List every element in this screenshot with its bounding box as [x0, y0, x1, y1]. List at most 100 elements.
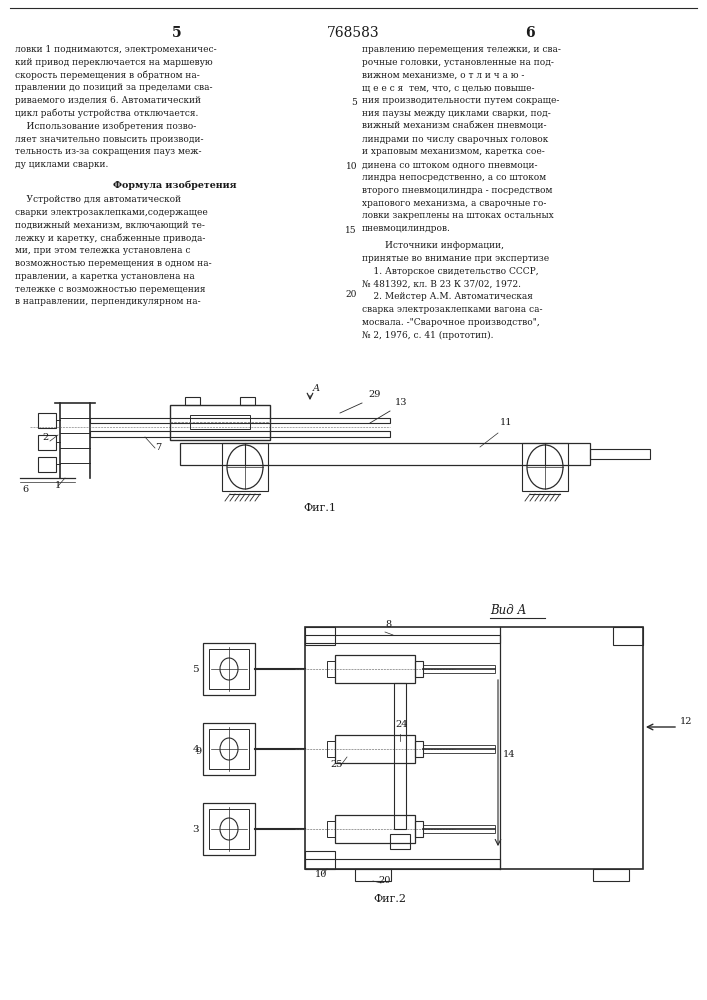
- Text: 2. Мейстер А.М. Автоматическая: 2. Мейстер А.М. Автоматическая: [362, 292, 533, 301]
- Text: рочные головки, установленные на под-: рочные головки, установленные на под-: [362, 58, 554, 67]
- Bar: [335, 815, 415, 843]
- Text: 25: 25: [330, 760, 342, 769]
- Bar: [209, 729, 249, 769]
- Text: храпового механизма, а сварочные го-: храпового механизма, а сварочные го-: [362, 199, 547, 208]
- Bar: [327, 741, 335, 757]
- Text: мосвала. -"Сварочное производство",: мосвала. -"Сварочное производство",: [362, 318, 539, 327]
- Text: 2: 2: [42, 433, 48, 442]
- Text: Формула изобретения: Формула изобретения: [113, 181, 237, 190]
- Text: второго пневмоцилиндра - посредством: второго пневмоцилиндра - посредством: [362, 186, 552, 195]
- Text: ду циклами сварки.: ду циклами сварки.: [15, 160, 108, 169]
- Text: Устройство для автоматической: Устройство для автоматической: [15, 195, 181, 204]
- Bar: [390, 834, 410, 849]
- Text: цикл работы устройства отключается.: цикл работы устройства отключается.: [15, 109, 199, 118]
- Text: 3: 3: [192, 824, 199, 834]
- Bar: [190, 415, 250, 429]
- Bar: [305, 627, 643, 869]
- Text: 11: 11: [500, 418, 513, 427]
- Text: Использование изобретения позво-: Использование изобретения позво-: [15, 122, 197, 131]
- Text: правлении, а каретка установлена на: правлении, а каретка установлена на: [15, 272, 194, 281]
- Text: линдра непосредственно, а со штоком: линдра непосредственно, а со штоком: [362, 173, 546, 182]
- Bar: [394, 683, 406, 829]
- Text: ния паузы между циклами сварки, под-: ния паузы между циклами сварки, под-: [362, 109, 551, 118]
- Bar: [423, 825, 495, 833]
- Text: Источники информации,: Источники информации,: [362, 241, 504, 250]
- Text: лежку и каретку, снабженные привода-: лежку и каретку, снабженные привода-: [15, 233, 205, 243]
- Text: 5: 5: [173, 26, 182, 40]
- Text: вижный механизм снабжен пневмоци-: вижный механизм снабжен пневмоци-: [362, 122, 547, 131]
- Text: 20: 20: [378, 876, 390, 885]
- Text: № 481392, кл. В 23 К 37/02, 1972.: № 481392, кл. В 23 К 37/02, 1972.: [362, 279, 521, 288]
- Text: щ е е с я  тем, что, с целью повыше-: щ е е с я тем, что, с целью повыше-: [362, 83, 534, 92]
- Text: 9: 9: [195, 747, 201, 756]
- Text: Фиг.1: Фиг.1: [303, 503, 337, 513]
- Bar: [415, 821, 423, 837]
- Text: 20: 20: [346, 290, 357, 299]
- Text: кий привод переключается на маршевую: кий привод переключается на маршевую: [15, 58, 213, 67]
- Text: 8: 8: [385, 620, 391, 629]
- Bar: [203, 723, 255, 775]
- Bar: [185, 397, 200, 405]
- Text: № 2, 1976, с. 41 (прототип).: № 2, 1976, с. 41 (прототип).: [362, 331, 493, 340]
- Text: сварки электрозаклепками,содержащее: сварки электрозаклепками,содержащее: [15, 208, 208, 217]
- Bar: [203, 643, 255, 695]
- Text: 4: 4: [192, 744, 199, 754]
- Text: скорость перемещения в обратном на-: скорость перемещения в обратном на-: [15, 71, 200, 80]
- Bar: [593, 869, 629, 881]
- Text: подвижный механизм, включающий те-: подвижный механизм, включающий те-: [15, 221, 205, 230]
- Text: 24: 24: [395, 720, 407, 729]
- Text: 10: 10: [315, 870, 327, 879]
- Text: сварка электрозаклепками вагона са-: сварка электрозаклепками вагона са-: [362, 305, 542, 314]
- Bar: [38, 457, 56, 472]
- Text: ния производительности путем сокраще-: ния производительности путем сокраще-: [362, 96, 559, 105]
- Bar: [209, 809, 249, 849]
- Bar: [305, 635, 500, 643]
- Text: тележке с возможностью перемещения: тележке с возможностью перемещения: [15, 285, 206, 294]
- Bar: [180, 443, 590, 465]
- Bar: [423, 665, 495, 673]
- Bar: [415, 741, 423, 757]
- Text: линдрами по числу сварочных головок: линдрами по числу сварочных головок: [362, 135, 548, 144]
- Text: динена со штоком одного пневмоци-: динена со штоком одного пневмоци-: [362, 160, 537, 169]
- Text: 6: 6: [22, 485, 28, 494]
- Bar: [90, 431, 390, 437]
- Text: 5: 5: [351, 98, 357, 107]
- Bar: [305, 627, 335, 645]
- Bar: [38, 435, 56, 450]
- Text: ми, при этом тележка установлена с: ми, при этом тележка установлена с: [15, 246, 190, 255]
- Bar: [335, 655, 415, 683]
- Bar: [305, 851, 335, 869]
- Bar: [415, 661, 423, 677]
- Text: 7: 7: [155, 443, 161, 452]
- Text: риваемого изделия 6. Автоматический: риваемого изделия 6. Автоматический: [15, 96, 201, 105]
- Text: 15: 15: [346, 226, 357, 235]
- Text: Вид А: Вид А: [490, 604, 527, 617]
- Bar: [203, 803, 255, 855]
- Bar: [522, 443, 568, 491]
- Text: 10: 10: [346, 162, 357, 171]
- Bar: [38, 413, 56, 428]
- Text: Фиг.2: Фиг.2: [373, 894, 407, 904]
- Bar: [355, 869, 391, 881]
- Bar: [240, 397, 255, 405]
- Text: 5: 5: [192, 664, 199, 674]
- Bar: [613, 627, 643, 645]
- Text: пневмоцилиндров.: пневмоцилиндров.: [362, 224, 451, 233]
- Text: 13: 13: [395, 398, 407, 407]
- Text: 1. Авторское свидетельство СССР,: 1. Авторское свидетельство СССР,: [362, 267, 539, 276]
- Bar: [590, 449, 650, 459]
- Bar: [423, 745, 495, 753]
- Text: ляет значительно повысить производи-: ляет значительно повысить производи-: [15, 135, 204, 144]
- Bar: [209, 649, 249, 689]
- Text: вижном механизме, о т л и ч а ю -: вижном механизме, о т л и ч а ю -: [362, 71, 525, 80]
- Text: 1: 1: [55, 481, 62, 490]
- Bar: [335, 735, 415, 763]
- Text: 14: 14: [503, 750, 515, 759]
- Bar: [222, 443, 268, 491]
- Text: правлению перемещения тележки, и сва-: правлению перемещения тележки, и сва-: [362, 45, 561, 54]
- Text: правлении до позиций за пределами сва-: правлении до позиций за пределами сва-: [15, 83, 213, 92]
- Text: ловки 1 поднимаются, электромеханичес-: ловки 1 поднимаются, электромеханичес-: [15, 45, 216, 54]
- Text: и храповым механизмом, каретка сое-: и храповым механизмом, каретка сое-: [362, 147, 545, 156]
- Text: 29: 29: [368, 390, 380, 399]
- Text: в направлении, перпендикулярном на-: в направлении, перпендикулярном на-: [15, 297, 201, 306]
